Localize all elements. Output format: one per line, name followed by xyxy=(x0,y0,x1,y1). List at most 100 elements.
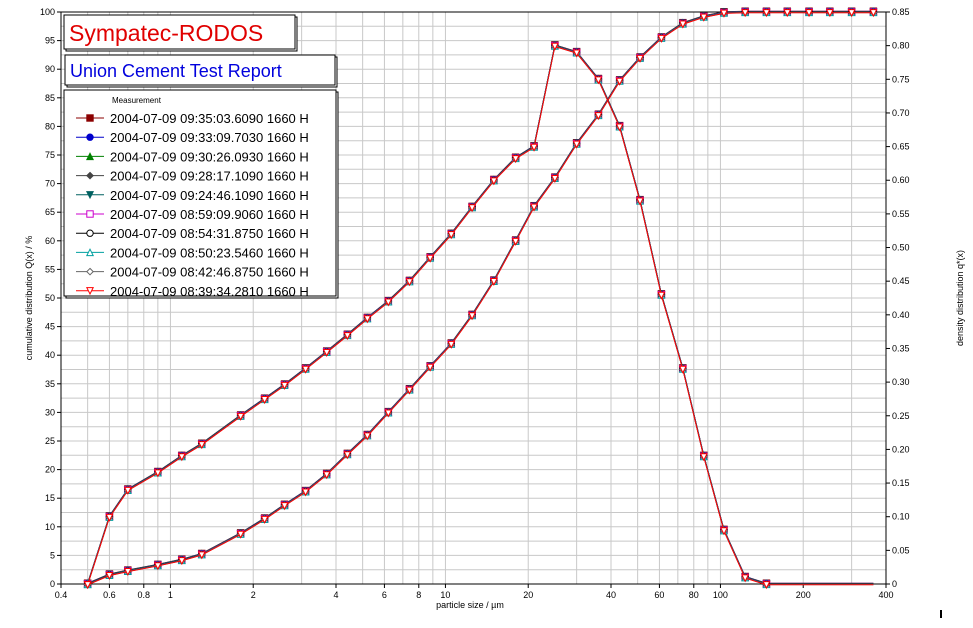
x-axis-title: particle size / µm xyxy=(436,600,504,610)
corner-mark xyxy=(940,610,942,618)
density-point xyxy=(105,513,114,522)
density-point xyxy=(530,143,539,152)
y-right-tick-label: 0.45 xyxy=(892,276,910,286)
cumulative-point xyxy=(678,20,687,29)
density-point xyxy=(657,291,666,300)
density-point xyxy=(123,486,132,495)
density-point xyxy=(153,469,162,478)
cumulative-point xyxy=(363,432,372,441)
legend-marker xyxy=(86,210,94,218)
y-right-axis-title: density distribution q*(x) xyxy=(955,250,965,346)
series-10 xyxy=(83,9,878,590)
density-point xyxy=(678,365,687,374)
legend-title: Measurement xyxy=(112,96,162,105)
y-right-tick-label: 0.50 xyxy=(892,243,910,253)
legend-entry: 2004-07-09 08:54:31.8750 1660 H xyxy=(76,226,309,241)
y-left-tick-label: 50 xyxy=(45,293,55,303)
legend-label: 2004-07-09 08:42:46.8750 1660 H xyxy=(110,265,309,280)
density-point xyxy=(741,574,750,583)
y-left-tick-label: 30 xyxy=(45,407,55,417)
legend-entry: 2004-07-09 08:59:09.9060 1660 H xyxy=(76,207,309,222)
y-left-tick-label: 45 xyxy=(45,322,55,332)
curves xyxy=(83,7,878,590)
y-right-tick-label: 0.75 xyxy=(892,74,910,84)
chart-title: Sympatec-RODOS xyxy=(69,20,263,46)
legend: Measurement 2004-07-09 09:35:03.6090 166… xyxy=(63,89,339,299)
density-point xyxy=(489,177,498,186)
legend-label: 2004-07-09 09:28:17.1090 1660 H xyxy=(110,169,309,184)
y-right-tick-label: 0.10 xyxy=(892,512,910,522)
cumulative-point xyxy=(405,386,414,395)
cumulative-point xyxy=(594,112,603,121)
legend-marker xyxy=(86,114,94,122)
cumulative-point xyxy=(719,9,728,18)
x-tick-label: 20 xyxy=(523,590,533,600)
legend-label: 2004-07-09 08:59:09.9060 1660 H xyxy=(110,207,309,222)
density-point xyxy=(468,204,477,213)
density-point xyxy=(426,254,435,263)
legend-marker xyxy=(85,152,95,161)
y-right-ticks: 0 0.05 0.10 0.15 0.20 0.25 0.30 0.35 0.40 0.45 0.5… xyxy=(886,7,910,589)
y-left-ticks: 0 5 10 15 20 25 30 35 40 45 50 55 60 65 70 75 80 85 90 95 10… xyxy=(40,7,61,589)
y-right-tick-label: 0.30 xyxy=(892,377,910,387)
y-left-tick-label: 90 xyxy=(45,64,55,74)
density-point xyxy=(511,155,520,164)
x-tick-label: 4 xyxy=(333,590,338,600)
cumulative-point xyxy=(615,77,624,86)
y-left-tick-label: 15 xyxy=(45,493,55,503)
cumulative-point xyxy=(123,567,132,576)
legend-label: 2004-07-09 08:39:34.2810 1660 H xyxy=(110,284,309,299)
y-left-tick-label: 65 xyxy=(45,207,55,217)
y-right-tick-label: 0.85 xyxy=(892,7,910,17)
density-point xyxy=(550,42,559,51)
density-point xyxy=(343,332,352,341)
legend-entry: 2004-07-09 09:28:17.1090 1660 H xyxy=(76,169,309,184)
y-right-tick-label: 0.65 xyxy=(892,142,910,152)
cumulative-point xyxy=(280,502,289,511)
legend-label: 2004-07-09 09:24:46.1090 1660 H xyxy=(110,188,309,203)
legend-entry: 2004-07-09 09:30:26.0930 1660 H xyxy=(76,149,309,164)
cumulative-point xyxy=(869,9,878,18)
density-point xyxy=(615,123,624,132)
density-point xyxy=(636,197,645,206)
density-point xyxy=(177,453,186,462)
y-right-tick-label: 0.55 xyxy=(892,209,910,219)
cumulative-point xyxy=(447,340,456,349)
legend-marker xyxy=(86,133,94,141)
legend-entries: 2004-07-09 09:35:03.6090 1660 H 2004-07-0… xyxy=(76,111,309,299)
cumulative-point xyxy=(384,409,393,418)
legend-label: 2004-07-09 08:50:23.5460 1660 H xyxy=(110,245,309,260)
cumulative-point xyxy=(426,363,435,372)
cumulative-point xyxy=(105,571,114,580)
cumulative-point xyxy=(197,551,206,560)
cumulative-point xyxy=(762,9,771,18)
y-right-tick-label: 0.25 xyxy=(892,411,910,421)
x-tick-label: 0.6 xyxy=(103,590,116,600)
density-point xyxy=(260,396,269,405)
cumulative-point xyxy=(511,237,520,246)
legend-marker xyxy=(85,248,95,257)
legend-label: 2004-07-09 09:30:26.0930 1660 H xyxy=(110,149,309,164)
cumulative-point xyxy=(301,488,310,497)
density-point xyxy=(83,581,92,590)
y-left-tick-label: 20 xyxy=(45,465,55,475)
x-tick-label: 10 xyxy=(440,590,450,600)
cumulative-point xyxy=(636,54,645,63)
y-left-tick-label: 25 xyxy=(45,436,55,446)
y-left-axis-title: cumulative distribution Q(x) / % xyxy=(24,236,34,361)
title-box: Sympatec-RODOS xyxy=(63,14,298,52)
y-left-tick-label: 80 xyxy=(45,121,55,131)
legend-label: 2004-07-09 09:35:03.6090 1660 H xyxy=(110,111,309,126)
y-left-tick-label: 70 xyxy=(45,179,55,189)
y-left-tick-label: 100 xyxy=(40,7,55,17)
y-left-tick-label: 60 xyxy=(45,236,55,246)
x-tick-label: 0.4 xyxy=(55,590,68,600)
density-point xyxy=(280,381,289,390)
cumulative-point xyxy=(783,9,792,18)
y-left-tick-label: 5 xyxy=(50,550,55,560)
cumulative-point xyxy=(343,451,352,460)
chart-subtitle: Union Cement Test Report xyxy=(70,61,282,81)
y-left-tick-label: 85 xyxy=(45,93,55,103)
cumulative-point xyxy=(847,9,856,18)
density-point xyxy=(699,453,708,462)
